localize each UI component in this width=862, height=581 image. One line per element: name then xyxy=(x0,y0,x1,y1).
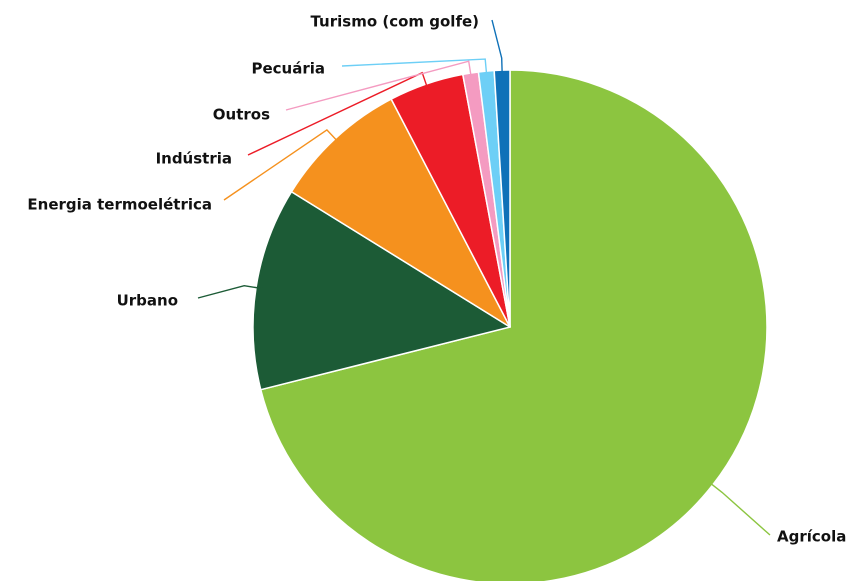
slice-label-urbano: Urbano xyxy=(117,292,178,310)
leader-line-pecuaria xyxy=(341,58,488,80)
leader-line-outros xyxy=(285,60,473,111)
leader-line-agricola xyxy=(705,479,771,536)
slice-label-turismo-com-golfe: Turismo (com golfe) xyxy=(310,13,479,31)
slice-labels: Agrícola Urbano Energia termoelétrica Indús… xyxy=(27,13,846,546)
slice-label-outros: Outros xyxy=(213,106,270,124)
pie-slices xyxy=(252,69,768,581)
leader-line-turismo-com-golfe xyxy=(491,19,503,79)
slice-label-pecuaria: Pecuária xyxy=(251,60,325,78)
slice-label-industria: Indústria xyxy=(156,150,232,168)
leader-line-urbano xyxy=(197,284,265,299)
leader-line-industria xyxy=(247,71,430,156)
slice-label-agricola: Agrícola xyxy=(777,528,846,546)
slice-label-energia-termoeletrica: Energia termoelétrica xyxy=(27,196,212,214)
leader-lines xyxy=(197,19,771,536)
leader-line-energia-termoeletrica xyxy=(223,128,342,201)
